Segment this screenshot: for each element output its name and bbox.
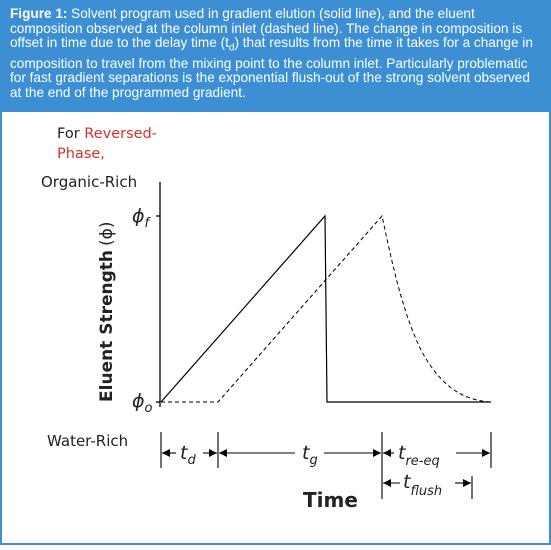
for-prefix: For	[57, 126, 85, 142]
y-axis-symbol: (ϕ)	[97, 222, 117, 246]
treeq-label: tre-eq	[398, 442, 440, 469]
phi-o-symbol: ϕ	[132, 390, 145, 412]
td-sub: d	[187, 453, 196, 468]
td-arrowhead-left	[162, 449, 170, 457]
gradient-diagram: Organic-Rich Water-Rich Eluent Strength (…	[41, 173, 492, 512]
td-arrowhead-right	[209, 449, 217, 457]
caption-label: Figure 1:	[10, 6, 68, 21]
reversed-phase-text: Reversed-Phase,	[57, 126, 157, 162]
phi-o-sub: o	[145, 401, 153, 416]
tg-arrowhead-left	[219, 449, 227, 457]
tg-label: tg	[302, 442, 318, 468]
tflush-label: tflush	[403, 471, 442, 499]
x-axis-label: Time	[303, 488, 358, 512]
td-label: td	[180, 442, 196, 468]
tg-sub: g	[309, 453, 317, 468]
phi-f-label: ϕf	[132, 205, 152, 231]
figure-caption: Figure 1: Solvent program used in gradie…	[0, 0, 551, 112]
caption-text: Solvent program used in gradient elution…	[10, 6, 523, 51]
tflush-sub: flush	[410, 484, 442, 499]
tflush-arrowhead-left	[383, 479, 391, 487]
treeq-t: t	[398, 442, 407, 464]
tg-arrowhead-right	[373, 449, 381, 457]
solvent-program-line	[160, 214, 491, 403]
water-rich-label: Water-Rich	[47, 432, 128, 450]
tflush-arrowhead-right	[463, 479, 471, 487]
tflush-t: t	[403, 471, 412, 493]
reversed-phase-label: For Reversed-Phase,	[57, 124, 167, 164]
tg-t: t	[302, 442, 311, 464]
caption-sub: d	[228, 42, 235, 54]
phi-f-symbol: ϕ	[132, 205, 145, 227]
phi-o-label: ϕo	[132, 390, 153, 416]
treeq-arrowhead-right	[482, 449, 490, 457]
column-inlet-line	[161, 214, 492, 403]
treeq-sub: re-eq	[405, 454, 439, 469]
y-axis-label: Eluent Strength (ϕ)	[97, 222, 117, 403]
phi-f-sub: f	[145, 216, 152, 231]
treeq-arrowhead-left	[383, 449, 391, 457]
td-t: t	[180, 442, 189, 464]
y-axis-title: Eluent Strength	[97, 250, 117, 402]
caption-text-2: ) that results from the time it takes fo…	[10, 35, 533, 100]
organic-rich-label: Organic-Rich	[41, 173, 137, 191]
diagram-area: For Reversed-Phase, Organic-Rich Water-R…	[0, 112, 551, 545]
